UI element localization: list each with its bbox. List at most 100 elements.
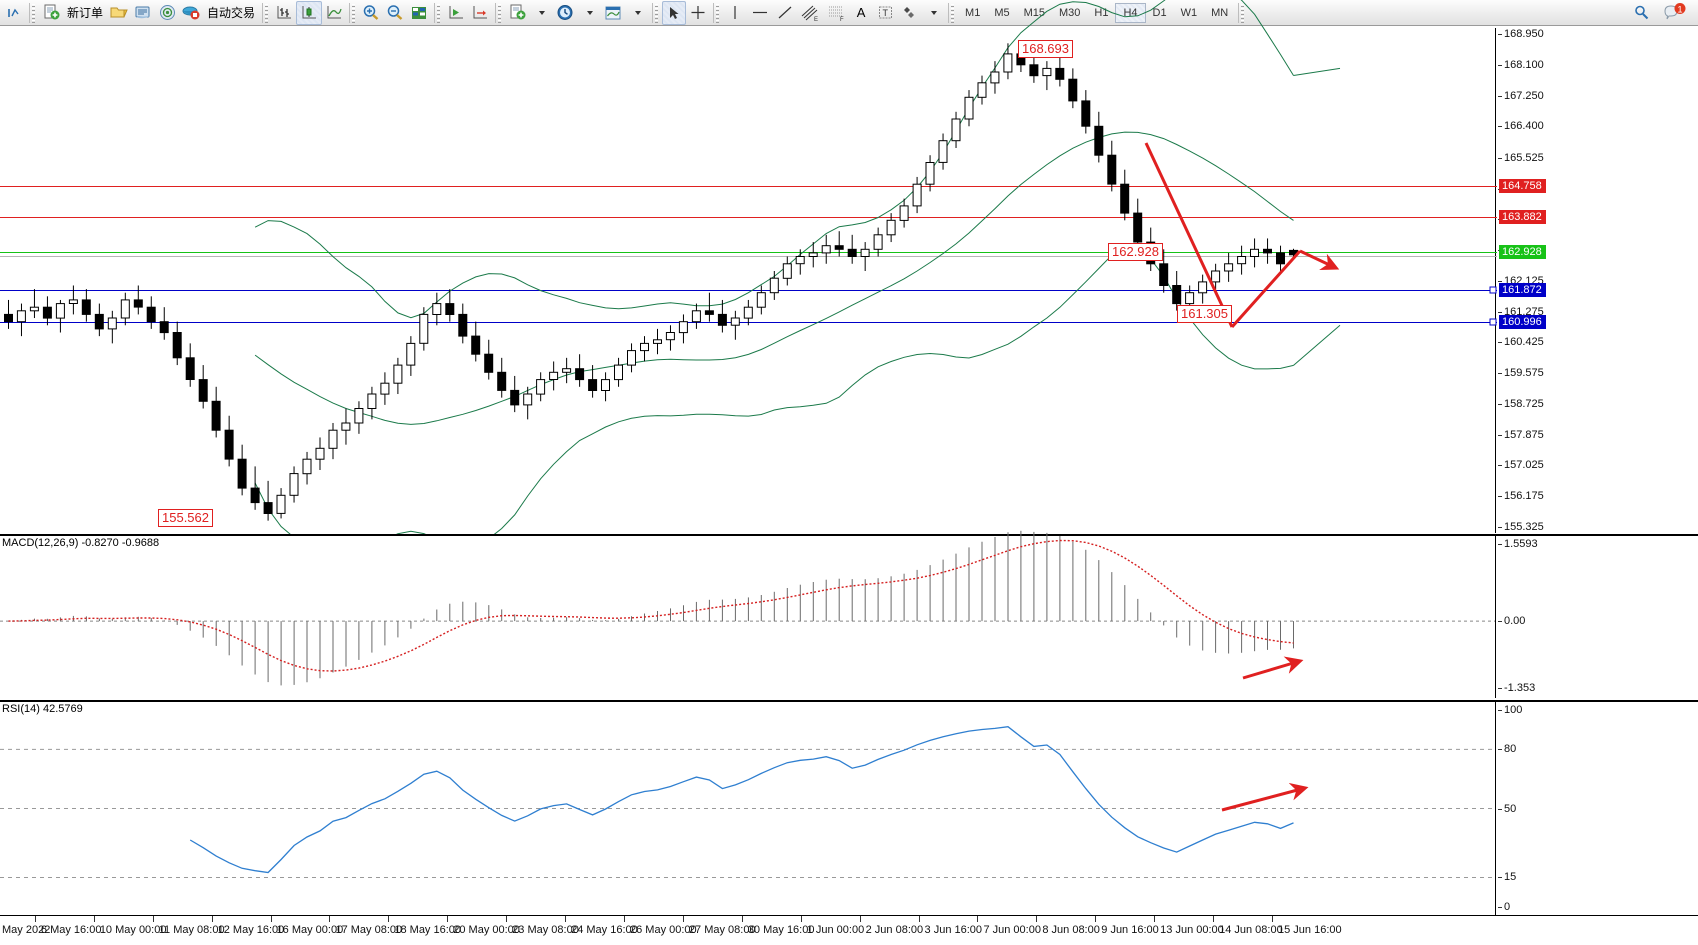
- text-label-icon[interactable]: T: [873, 1, 897, 25]
- timeframe-m15[interactable]: M15: [1023, 7, 1045, 19]
- annotation-swing-high[interactable]: 168.693: [1018, 40, 1073, 58]
- chart-shift-icon[interactable]: [444, 1, 468, 25]
- folder-icon[interactable]: [107, 1, 131, 25]
- rsi-axis-tick: 50: [1497, 802, 1517, 815]
- price-axis-level-resistance-1[interactable]: 163.882: [1499, 210, 1546, 225]
- time-axis-tick: 14 Jun 08:00: [1213, 916, 1283, 936]
- time-axis[interactable]: May 2022 6 May 16:00 10 May 00:00 11 May 08…: [0, 915, 1698, 945]
- price-axis-tick: 166.400: [1498, 120, 1544, 133]
- price-line-handle[interactable]: [1489, 286, 1497, 294]
- svg-text:E: E: [814, 17, 818, 22]
- templates-icon[interactable]: [601, 1, 625, 25]
- timeframe-d1[interactable]: D1: [1152, 7, 1167, 19]
- time-axis-tick: 3 Jun 16:00: [918, 916, 983, 936]
- new-order-button[interactable]: [39, 1, 63, 25]
- shapes-dropdown-icon[interactable]: [921, 1, 945, 25]
- main-toolbar: 新订单 自动交易: [0, 0, 1698, 26]
- zoom-out-icon[interactable]: [383, 1, 407, 25]
- indicators-icon[interactable]: [505, 1, 529, 25]
- shapes-icon[interactable]: [897, 1, 921, 25]
- toolbar-separator: [495, 2, 503, 23]
- fibonacci-icon[interactable]: F: [823, 1, 849, 25]
- annotation-price-level[interactable]: 162.928: [1108, 243, 1163, 261]
- price-axis-level-support-4[interactable]: 160.996: [1499, 314, 1546, 329]
- crosshair-icon[interactable]: [686, 1, 710, 25]
- text-icon[interactable]: A: [856, 5, 866, 20]
- indicators-dropdown-icon[interactable]: [529, 1, 553, 25]
- bar-chart-icon[interactable]: [272, 1, 296, 25]
- rsi-pane[interactable]: RSI(14) 42.5769 100 80 50 15 0: [0, 700, 1698, 915]
- macd-pane[interactable]: MACD(12,26,9) -0.8270 -0.9688 1.5593 0.00…: [0, 530, 1698, 698]
- new-order-label[interactable]: 新订单: [67, 6, 104, 20]
- price-line-handle[interactable]: [1489, 318, 1497, 326]
- templates-dropdown-icon[interactable]: [625, 1, 649, 25]
- rsi-y-axis[interactable]: 100 80 50 15 0: [1497, 702, 1698, 915]
- price-axis-level-resistance-0[interactable]: 164.758: [1499, 178, 1546, 193]
- period-dropdown-icon[interactable]: [577, 1, 601, 25]
- grid-icon[interactable]: [407, 1, 431, 25]
- toolbar-separator: [349, 2, 357, 23]
- timeframe-h4[interactable]: H4: [1115, 2, 1146, 23]
- annotation-swing-low-2[interactable]: 161.305: [1177, 305, 1232, 323]
- time-axis-tick: 13 Jun 00:00: [1154, 916, 1224, 936]
- zoom-in-icon[interactable]: [359, 1, 383, 25]
- rsi-axis-tick: 100: [1497, 704, 1523, 716]
- price-axis-level-support-3[interactable]: 161.872: [1499, 283, 1546, 298]
- candlestick-chart-icon[interactable]: [296, 0, 323, 25]
- autotrading-icon[interactable]: [179, 1, 203, 25]
- macd-axis-tick: 1.5593: [1498, 538, 1538, 550]
- autotrading-label[interactable]: 自动交易: [207, 6, 256, 20]
- price-axis-tick: 160.425: [1498, 336, 1544, 349]
- search-icon[interactable]: [1630, 1, 1654, 25]
- rsi-chart-canvas: [0, 726, 1495, 878]
- timeframe-m1[interactable]: M1: [965, 7, 981, 19]
- toolbar-separator: [1238, 2, 1246, 23]
- timeframe-h1[interactable]: H1: [1094, 7, 1109, 19]
- price-line-resistance-0[interactable]: [0, 185, 1497, 187]
- macd-y-axis[interactable]: 1.5593 0.00 -1.353: [1497, 536, 1698, 698]
- time-axis-tick: 27 May 08:00: [682, 916, 756, 936]
- cursor-icon[interactable]: [662, 0, 687, 25]
- price-line-current-2[interactable]: [0, 251, 1497, 253]
- trendline-icon[interactable]: [773, 1, 797, 25]
- rsi-axis-divider: [1495, 702, 1496, 915]
- arrow-bounce-up[interactable]: [1230, 249, 1302, 329]
- arrow-projection[interactable]: [1299, 249, 1340, 270]
- line-chart-icon[interactable]: [322, 1, 346, 25]
- time-axis-tick: May 2022: [2, 924, 51, 936]
- terminal-icon[interactable]: [131, 1, 155, 25]
- rsi-axis-tick: 80: [1497, 743, 1517, 756]
- rsi-trend-arrow[interactable]: [1221, 782, 1309, 812]
- bollinger-upper-extension: [1293, 67, 1341, 76]
- bollinger-upper: [254, 0, 1294, 319]
- price-pane[interactable]: 168.950168.100167.250166.400165.525164.6…: [0, 0, 1698, 551]
- price-y-axis[interactable]: 168.950168.100167.250166.400165.525164.6…: [1498, 28, 1698, 533]
- time-axis-tick: 18 May 16:00: [388, 916, 462, 936]
- annotation-swing-low-1[interactable]: 155.562: [158, 509, 213, 527]
- timeframe-mn[interactable]: MN: [1211, 7, 1229, 19]
- time-axis-tick: 17 May 08:00: [329, 916, 403, 936]
- timeframe-w1[interactable]: W1: [1180, 7, 1198, 19]
- time-axis-tick: 16 May 00:00: [270, 916, 344, 936]
- timeframe-m5[interactable]: M5: [994, 7, 1010, 19]
- navigator-icon[interactable]: [155, 1, 179, 25]
- vertical-line-icon[interactable]: [723, 1, 747, 25]
- time-axis-tick: 7 Jun 00:00: [977, 916, 1041, 936]
- arrow-downtrend[interactable]: [1144, 142, 1234, 328]
- period-icon[interactable]: [553, 1, 577, 25]
- price-axis-level-current-2[interactable]: 162.928: [1499, 244, 1546, 259]
- equidistant-channel-icon[interactable]: E: [797, 1, 823, 25]
- autoscroll-icon[interactable]: [468, 1, 492, 25]
- chart-window-icon[interactable]: [2, 1, 26, 25]
- macd-divergence-arrow[interactable]: [1242, 656, 1304, 680]
- alerts-icon[interactable]: 1: [1660, 1, 1690, 25]
- price-line-resistance-1[interactable]: [0, 217, 1497, 219]
- price-axis-tick: 168.950: [1498, 28, 1544, 40]
- horizontal-line-icon[interactable]: [747, 1, 773, 25]
- timeframe-m30[interactable]: M30: [1059, 7, 1081, 19]
- bollinger-middle: [254, 131, 1294, 425]
- price-line-support-3[interactable]: [0, 290, 1497, 292]
- price-axis-tick: 167.250: [1498, 89, 1544, 102]
- price-axis-tick: 168.100: [1498, 58, 1544, 71]
